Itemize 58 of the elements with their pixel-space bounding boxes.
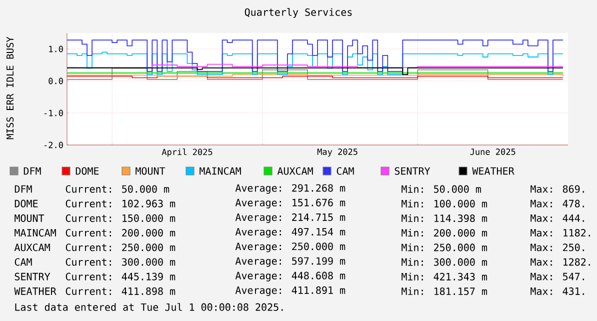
legend-label: MAINCAM [200,167,241,175]
text: Average: 291.268 m [235,184,346,194]
text: Max: 547. [530,272,584,280]
text: SENTRY [14,272,50,280]
text: Current: 445.139 m [66,272,176,280]
text: Min: 300.000 m [402,258,488,266]
text: Current: 250.000 m [66,244,176,252]
text: Average: 214.715 m [235,213,346,223]
text: MAINCAM [14,228,56,237]
text: CAM [14,258,32,266]
text: Max: 1282. [530,258,590,266]
y-tick-label: 0.0 [48,78,63,84]
legend-label: MOUNT [136,167,166,175]
legend-label: DOME [76,167,99,175]
text: Max: 869. [530,185,584,193]
text: Min: 114.398 m [402,214,488,222]
x-tick-label: May 2025 [317,148,358,157]
x-tick-label: April 2025 [162,148,212,157]
text: Current: 411.898 m [66,287,176,295]
legend-label: SENTRY [394,167,430,175]
x-tick-label: June 2025 [470,148,516,155]
legend-label: AUXCAM [277,167,313,175]
text: Max: 250. [530,244,584,252]
legend-label: WEATHER [472,167,514,175]
text: Average: 497.154 m [235,228,346,238]
text: Min: 50.000 m [402,185,481,193]
text: Current: 102.963 m [66,200,176,208]
text: Max: 431. [530,287,584,295]
text: Max: 1182. [530,228,590,237]
text: Current: 200.000 m [66,228,176,237]
text: Last data entered at Tue Jul 1 00:00:08 2025. [15,303,283,311]
y-tick-label: -1.0 [44,110,63,116]
text: Min: 421.343 m [402,272,488,280]
y-tick-label: 1.0 [49,46,63,52]
legend-label: DFM [24,167,41,175]
text: Current: 50.000 m [66,185,170,193]
text: DFM [14,185,32,193]
text: Min: 250.000 m [402,244,488,252]
text: Min: 181.157 m [402,287,488,296]
text: AUXCAM [14,244,50,252]
y-tick-label: -2.0 [44,142,63,148]
text: Current: 150.000 m [66,214,176,222]
y-axis-title: MISS ERR IDLE BUSY [6,36,14,140]
text: Max: 478. [530,200,584,208]
text: MOUNT [14,214,44,222]
text: Average: 597.199 m [235,257,346,267]
text: Max: 444. [530,214,584,222]
text: Average: 448.608 m [235,272,346,282]
text: Average: 151.676 m [235,198,346,208]
text: DOME [14,200,38,208]
text: Min: 100.000 m [402,200,488,208]
text: Current: 300.000 m [66,258,176,266]
text: WEATHER [14,288,56,295]
chart-title: Quarterly Services [244,8,352,18]
text: Average: 411.891 m [235,286,346,296]
text: Average: 250.000 m [235,242,346,252]
text: Min: 200.000 m [402,228,488,237]
legend-label: CAM [336,167,354,175]
